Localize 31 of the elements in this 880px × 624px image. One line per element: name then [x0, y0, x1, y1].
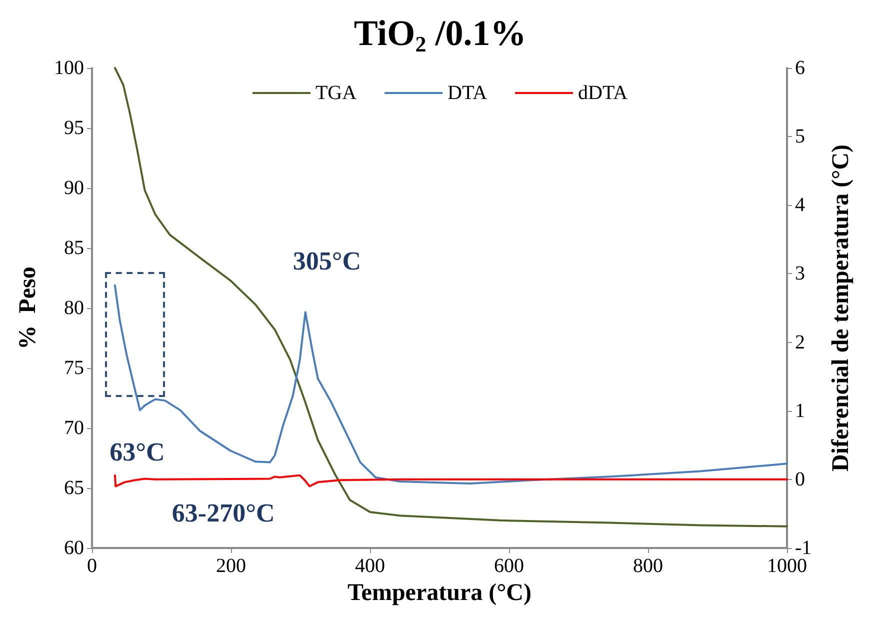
y-tick-label: 80	[64, 297, 84, 319]
y2-tick-label: 5	[795, 126, 805, 148]
y2-tick-label: 1	[795, 400, 805, 422]
annotation: 305°C	[292, 246, 362, 276]
y2-axis-title: Diferencial de temperatura (°C)	[828, 144, 854, 472]
x-tick-label: 600	[494, 555, 524, 577]
y-tick-label: 70	[64, 417, 84, 439]
y2-tick-label: 2	[795, 331, 805, 354]
line-series	[114, 474, 788, 488]
y2-tick-label: 3	[795, 262, 805, 285]
annotation: 63°C	[110, 438, 165, 466]
x-tick-label: 400	[355, 555, 385, 577]
x-tick-label: 0	[87, 555, 97, 577]
y-tick-label: 75	[64, 357, 84, 379]
y-axis-title: % Peso	[15, 266, 41, 350]
y-tick-label: 85	[64, 237, 84, 259]
y-tick-label: 100	[54, 57, 84, 79]
y-tick-label: 65	[64, 477, 84, 499]
y-tick-label: 90	[64, 177, 84, 199]
legend-label: DTA	[448, 82, 488, 104]
annotation: 63-270°C	[172, 498, 275, 528]
y-tick-label: 60	[64, 537, 84, 559]
x-axis-title: Temperatura (°C)	[347, 580, 532, 606]
legend-label: dDTA	[578, 82, 628, 104]
x-tick-label: 800	[633, 555, 663, 577]
y2-tick-label: 6	[795, 57, 805, 79]
y2-tick-label: 0	[795, 468, 805, 490]
y-tick-label: 95	[64, 117, 84, 139]
y2-tick-label: 4	[795, 194, 805, 216]
x-tick-label: 200	[216, 555, 246, 577]
legend-label: TGA	[315, 82, 358, 104]
